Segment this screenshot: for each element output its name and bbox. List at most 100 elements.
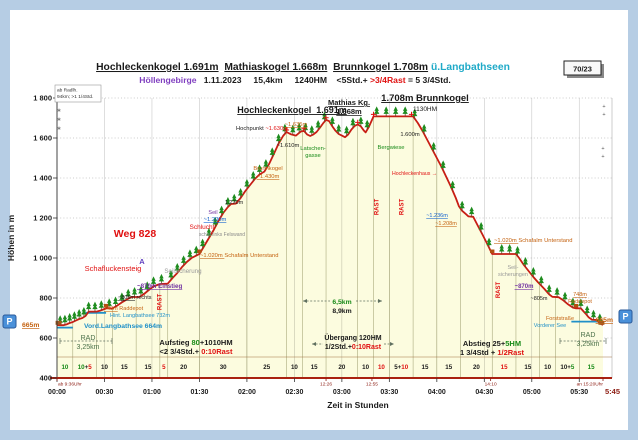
chart-annotation: ~870m bbox=[515, 284, 534, 290]
segment-duration-label: 15 bbox=[422, 364, 429, 371]
tree-icon bbox=[562, 291, 568, 302]
tree-icon bbox=[538, 275, 544, 286]
tree-icon bbox=[350, 117, 356, 128]
tree-icon bbox=[66, 313, 73, 323]
tree-crown bbox=[112, 296, 119, 305]
y-tick-label: 1 800 bbox=[33, 94, 52, 103]
guide-arrows-layer bbox=[57, 299, 607, 346]
y-tick-label: 1 000 bbox=[33, 254, 52, 263]
chart-annotation: ~1.430m bbox=[257, 174, 280, 180]
tree-icon bbox=[112, 296, 119, 307]
chart-annotation: ~1.236m bbox=[426, 213, 448, 219]
time-mark-label: 14:10 bbox=[485, 382, 497, 388]
page-title: Hochleckenkogel 1.691m Mathiaskogel 1.66… bbox=[96, 62, 510, 73]
tree-crown bbox=[336, 124, 342, 132]
tree-crown bbox=[402, 106, 408, 114]
chart-annotation: Seil- bbox=[507, 265, 518, 271]
chart-annotation: Hochleckenhaus → bbox=[392, 171, 437, 177]
info-box-border bbox=[54, 84, 102, 103]
tree-crown bbox=[119, 292, 125, 300]
tree-icon bbox=[373, 106, 380, 117]
tree-icon bbox=[530, 267, 537, 277]
info-box-line1: ab Radlh. bbox=[57, 88, 78, 94]
chart-annotation: 1130HM bbox=[413, 106, 437, 113]
tree-crown bbox=[421, 124, 427, 132]
chart-annotation: 3,25km bbox=[77, 344, 100, 351]
x-tick-label: 03:30 bbox=[380, 389, 398, 396]
tree-icon bbox=[98, 300, 105, 311]
segment-duration-label: 5 bbox=[162, 364, 166, 371]
tree-crown bbox=[66, 313, 73, 321]
tree-icon bbox=[212, 217, 218, 227]
tree-icon bbox=[119, 292, 125, 303]
tree-crown bbox=[290, 124, 296, 133]
chart-annotation: 3,25km bbox=[577, 341, 600, 348]
chart-annotation: Brunnkogel bbox=[253, 166, 282, 172]
x-tick-label: 05:00 bbox=[523, 389, 541, 396]
tree-crown bbox=[449, 180, 456, 189]
tree-crown bbox=[62, 314, 68, 323]
tree-crown bbox=[256, 164, 263, 172]
tree-icon bbox=[449, 180, 456, 191]
tree-crown bbox=[275, 133, 282, 142]
markers-layer: RAST RAST RAST RAST bbox=[55, 106, 605, 326]
chart-annotation: Hochpunkt ~1.630m bbox=[236, 126, 288, 132]
tree-icon bbox=[392, 106, 399, 117]
tree-icon bbox=[81, 307, 87, 317]
tree-icon bbox=[570, 297, 576, 308]
arrowhead-left-icon bbox=[312, 342, 316, 346]
tree-crown bbox=[158, 273, 165, 282]
badge-box bbox=[563, 60, 602, 76]
chart-annotation: Bergwiese bbox=[377, 145, 404, 151]
tree-crown bbox=[237, 188, 244, 196]
time-mark-label: ab 9:36Uhr bbox=[58, 382, 82, 388]
chart-annotation: RAD bbox=[581, 332, 596, 339]
tree-icon bbox=[383, 106, 389, 117]
route-endpoint-marker bbox=[55, 320, 62, 325]
time-mark-label: 12:55 bbox=[366, 382, 378, 388]
tree-crown bbox=[440, 160, 446, 168]
tree-icon bbox=[402, 106, 408, 117]
tree-crown bbox=[459, 200, 465, 209]
chart-annotation: Latschen- bbox=[300, 146, 326, 152]
tree-icon bbox=[269, 147, 275, 158]
x-tick-label: 01:30 bbox=[190, 389, 208, 396]
tree-icon bbox=[85, 301, 92, 312]
tree-icon bbox=[290, 124, 296, 135]
tree-crown bbox=[296, 122, 302, 131]
y-tick-label: 400 bbox=[39, 374, 52, 383]
tree-icon bbox=[168, 269, 174, 280]
summit-cross-icon bbox=[283, 127, 290, 133]
segment-duration-label: 30 bbox=[220, 364, 227, 371]
chart-annotation: Hochleckenkogel 1.691m bbox=[237, 105, 347, 115]
y-tick-label: 1 400 bbox=[33, 174, 52, 183]
x-end-label: 5:45 bbox=[605, 387, 620, 396]
summit-cross-icon bbox=[370, 111, 377, 117]
y-axis-title: Höhen in m bbox=[6, 214, 16, 261]
tree-crown bbox=[206, 228, 212, 236]
tree-icon bbox=[364, 119, 370, 130]
parking-icon-box bbox=[2, 314, 17, 329]
x-tick-label: 04:00 bbox=[428, 389, 446, 396]
tree-icon bbox=[138, 286, 144, 296]
tree-crown bbox=[590, 309, 597, 318]
tree-crown bbox=[364, 119, 370, 128]
chart-annotation: sicherungen bbox=[498, 272, 528, 278]
tree-crown bbox=[392, 106, 399, 114]
arrowhead-right-icon bbox=[390, 342, 394, 346]
tree-icon bbox=[263, 159, 269, 170]
y-tick-label: 600 bbox=[39, 334, 52, 343]
x-tick-label: 01:00 bbox=[143, 389, 161, 396]
chart-annotation: Seil bbox=[208, 210, 217, 216]
hut-icon bbox=[197, 249, 202, 254]
segment-duration-label: 5+10 bbox=[394, 364, 409, 371]
chart-annotation: 665m bbox=[596, 317, 613, 324]
chart-annotation: 748m bbox=[573, 292, 587, 298]
x-tick-label: 03:00 bbox=[333, 389, 351, 396]
parking-icon-letter: P bbox=[622, 312, 628, 322]
elevation-area-fill bbox=[57, 116, 603, 379]
rast-label: RAST bbox=[400, 199, 406, 216]
chart-annotation: 6,5km bbox=[332, 299, 351, 306]
tree-crown bbox=[231, 193, 237, 202]
tree-icon bbox=[329, 116, 336, 127]
